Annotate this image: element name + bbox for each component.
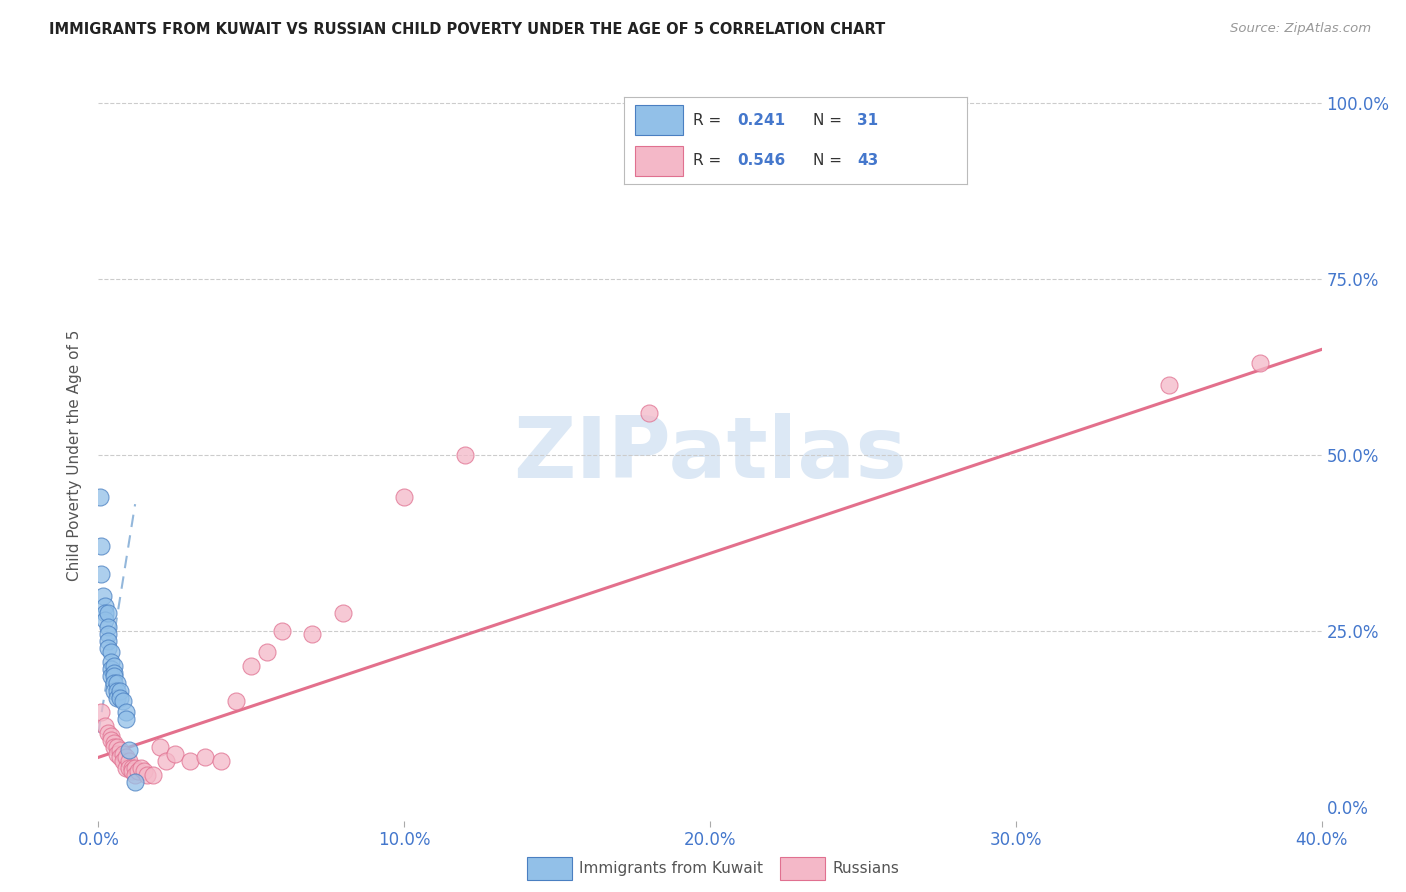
Point — [103, 669, 125, 683]
Point — [103, 665, 125, 680]
Point — [97, 634, 120, 648]
Point — [108, 683, 131, 698]
Point — [103, 736, 125, 750]
Text: 43: 43 — [858, 153, 879, 168]
Text: IMMIGRANTS FROM KUWAIT VS RUSSIAN CHILD POVERTY UNDER THE AGE OF 5 CORRELATION C: IMMIGRANTS FROM KUWAIT VS RUSSIAN CHILD … — [49, 22, 886, 37]
Point — [111, 754, 134, 768]
Point — [270, 624, 292, 638]
Point — [91, 589, 114, 603]
Text: 0.241: 0.241 — [737, 112, 786, 128]
Text: N =: N = — [813, 153, 846, 168]
Point — [90, 567, 112, 582]
Point — [100, 669, 122, 683]
Point — [142, 768, 165, 782]
Point — [121, 761, 143, 775]
Point — [115, 705, 138, 719]
Text: Source: ZipAtlas.com: Source: ZipAtlas.com — [1230, 22, 1371, 36]
Point — [124, 775, 146, 789]
Point — [115, 712, 138, 726]
Point — [103, 739, 125, 754]
Point — [194, 750, 217, 764]
Point — [129, 761, 152, 775]
Point — [90, 705, 112, 719]
Point — [454, 448, 477, 462]
Point — [90, 539, 112, 553]
Point — [115, 750, 138, 764]
Point — [100, 662, 122, 676]
Point — [332, 606, 354, 620]
Point — [127, 764, 149, 779]
Point — [105, 747, 128, 761]
Text: 0.546: 0.546 — [737, 153, 786, 168]
Point — [100, 645, 122, 659]
Point — [392, 490, 416, 504]
Point — [1157, 377, 1180, 392]
Text: ZIPatlas: ZIPatlas — [513, 413, 907, 497]
Point — [637, 406, 661, 420]
Point — [115, 761, 138, 775]
Point — [108, 743, 131, 757]
Point — [97, 641, 120, 656]
Point — [256, 645, 278, 659]
Point — [240, 659, 263, 673]
Point — [103, 659, 125, 673]
Point — [97, 725, 120, 739]
Point — [97, 620, 120, 634]
Point — [111, 747, 134, 761]
Point — [155, 754, 177, 768]
Point — [100, 732, 122, 747]
Point — [97, 627, 120, 641]
Point — [105, 739, 128, 754]
Point — [108, 750, 131, 764]
Text: Russians: Russians — [832, 862, 900, 876]
Point — [97, 606, 120, 620]
Text: 31: 31 — [858, 112, 879, 128]
FancyBboxPatch shape — [634, 145, 683, 176]
Point — [103, 683, 125, 698]
Point — [105, 690, 128, 705]
Point — [100, 656, 122, 670]
Point — [1249, 357, 1271, 371]
Point — [118, 743, 141, 757]
Point — [89, 490, 111, 504]
Point — [163, 747, 186, 761]
Point — [136, 768, 159, 782]
Point — [93, 606, 115, 620]
Point — [118, 754, 141, 768]
Point — [105, 683, 128, 698]
Point — [301, 627, 323, 641]
Point — [93, 719, 115, 733]
Text: N =: N = — [813, 112, 846, 128]
Text: R =: R = — [693, 153, 725, 168]
Point — [149, 739, 172, 754]
Point — [121, 764, 143, 779]
Point — [93, 599, 115, 614]
Point — [100, 729, 122, 743]
FancyBboxPatch shape — [634, 105, 683, 135]
Y-axis label: Child Poverty Under the Age of 5: Child Poverty Under the Age of 5 — [67, 329, 83, 581]
Point — [118, 761, 141, 775]
Point — [124, 768, 146, 782]
Point — [93, 613, 115, 627]
Point — [103, 676, 125, 690]
Point — [134, 764, 156, 779]
Text: R =: R = — [693, 112, 725, 128]
Text: Immigrants from Kuwait: Immigrants from Kuwait — [579, 862, 763, 876]
Point — [209, 754, 232, 768]
Point — [105, 676, 128, 690]
Point — [108, 690, 131, 705]
Point — [124, 761, 146, 775]
Point — [111, 694, 134, 708]
Point — [225, 694, 247, 708]
Point — [179, 754, 201, 768]
